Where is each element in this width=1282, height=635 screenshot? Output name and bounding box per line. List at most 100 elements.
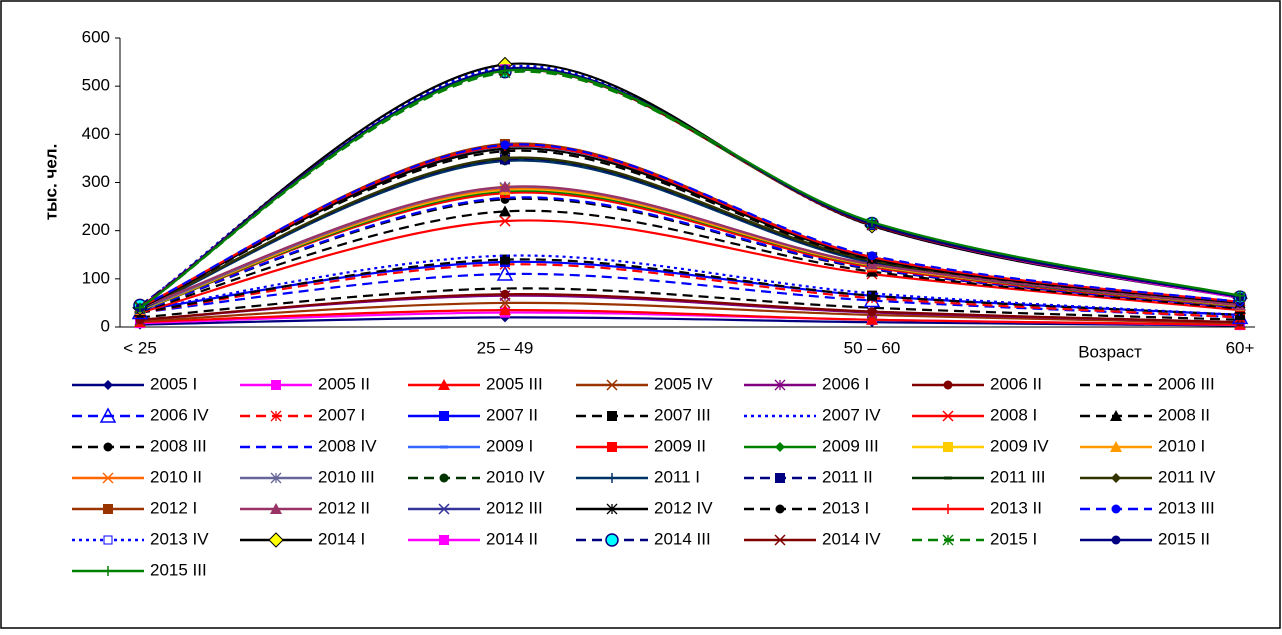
legend-label: 2005 III [486, 374, 543, 393]
legend-label: 2014 III [654, 529, 711, 548]
legend-marker [102, 472, 114, 484]
legend-item: 2014 IV [744, 529, 881, 548]
legend-label: 2009 II [654, 436, 706, 455]
legend-item: 2010 II [72, 467, 202, 486]
legend-label: 2014 II [486, 529, 538, 548]
legend-item: 2014 I [240, 529, 365, 548]
legend-marker [606, 503, 618, 515]
series-line [139, 254, 1241, 317]
legend-marker [607, 411, 617, 421]
legend-item: 2009 IV [912, 436, 1049, 455]
point [496, 265, 514, 281]
point [867, 216, 877, 227]
legend-item: 2006 III [1080, 374, 1215, 393]
point [500, 146, 510, 156]
legend-label: 2006 III [1158, 374, 1215, 393]
legend-item: 2012 I [72, 498, 197, 517]
point [867, 251, 877, 261]
legend-marker [607, 442, 617, 452]
x-tick-label: 50 – 60 [844, 338, 901, 357]
legend-label: 2009 III [822, 436, 879, 455]
legend-label: 2013 I [822, 498, 869, 517]
legend-item: 2008 I [912, 405, 1037, 424]
y-tick-label: 600 [82, 27, 110, 46]
legend-item: 2011 I [576, 467, 700, 486]
legend-label: 2012 IV [654, 498, 713, 517]
x-axis-label: Возраст [1078, 342, 1142, 361]
legend-label: 2007 IV [822, 405, 881, 424]
legend-marker [1111, 473, 1121, 483]
legend-item: 2011 III [912, 467, 1045, 486]
legend-marker [270, 410, 282, 422]
legend-label: 2012 I [150, 498, 197, 517]
legend-label: 2011 IV [1158, 467, 1216, 486]
legend-marker [270, 503, 282, 514]
legend-marker [270, 472, 282, 484]
legend-marker [1111, 535, 1121, 545]
legend-item: 2015 II [1080, 529, 1210, 548]
legend-label: 2007 II [486, 405, 538, 424]
legend-item: 2013 II [912, 498, 1042, 517]
legend-marker [943, 504, 953, 514]
series-line [139, 272, 1241, 319]
legend-marker [1110, 441, 1122, 452]
legend-item: 2014 III [576, 529, 711, 548]
legend-item: 2010 I [1080, 436, 1205, 455]
legend-item: 2009 II [576, 436, 706, 455]
legend-label: 2010 IV [486, 467, 545, 486]
legend-label: 2006 IV [150, 405, 209, 424]
point [500, 140, 510, 150]
legend-label: 2013 IV [150, 529, 209, 548]
legend-item: 2005 IV [576, 374, 713, 393]
legend-item: 2008 IV [240, 436, 377, 455]
legend-label: 2012 II [318, 498, 370, 517]
legend-label: 2011 III [990, 467, 1045, 486]
legend-item: 2015 III [72, 560, 207, 579]
y-tick-label: 200 [82, 220, 110, 239]
legend-item: 2011 IV [1080, 467, 1216, 486]
legend-marker [774, 379, 786, 391]
legend-item: 2012 IV [576, 498, 713, 517]
point [499, 215, 511, 227]
y-tick-label: 0 [101, 316, 110, 335]
legend-item: 2012 II [240, 498, 370, 517]
y-tick-label: 100 [82, 268, 110, 287]
legend-label: 2005 IV [654, 374, 713, 393]
legend-label: 2015 II [1158, 529, 1210, 548]
legend-marker [438, 379, 450, 390]
legend-marker [943, 380, 953, 390]
legend-item: 2008 II [1080, 405, 1210, 424]
legend-label: 2012 III [486, 498, 543, 517]
legend-item: 2006 II [912, 374, 1042, 393]
point [499, 180, 511, 192]
legend-label: 2008 II [1158, 405, 1210, 424]
legend-label: 2010 II [150, 467, 202, 486]
x-tick-label: 25 – 49 [477, 338, 534, 357]
legend-marker [1111, 504, 1121, 514]
point [867, 290, 877, 301]
y-axis-label: тыс. чел. [41, 144, 60, 221]
series-line [139, 258, 1241, 317]
legend-item: 2005 II [240, 374, 370, 393]
legend-marker [99, 407, 117, 423]
legend-marker [438, 503, 450, 515]
series-line [139, 68, 1241, 309]
legend-item: 2011 II [744, 467, 873, 486]
legend-item: 2015 I [912, 529, 1037, 548]
legend-label: 2013 III [1158, 498, 1215, 517]
legend-marker [605, 533, 619, 547]
series-line [139, 185, 1241, 309]
legend-label: 2009 I [486, 436, 533, 455]
legend-label: 2013 II [990, 498, 1042, 517]
series-line [139, 147, 1241, 309]
series-line [139, 316, 1241, 327]
legend-marker [943, 442, 953, 452]
series-line [139, 263, 1241, 319]
series-line [139, 293, 1241, 324]
legend-label: 2010 I [1158, 436, 1205, 455]
legend-label: 2006 II [990, 374, 1042, 393]
series-line [139, 196, 1241, 313]
legend-marker [606, 379, 618, 391]
y-tick-label: 500 [82, 76, 110, 95]
